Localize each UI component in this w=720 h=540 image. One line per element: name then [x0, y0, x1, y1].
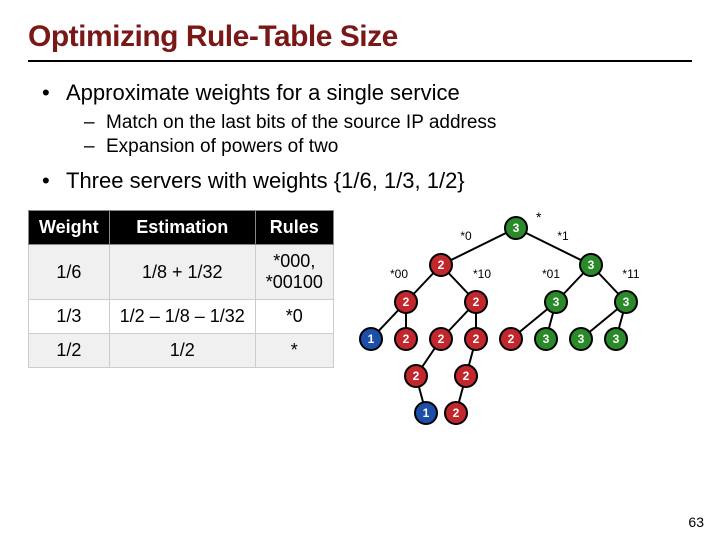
cell: 1/6	[29, 245, 110, 300]
svg-text:2: 2	[508, 332, 515, 346]
table-row: 1/6 1/8 + 1/32 *000, *00100	[29, 245, 334, 300]
bullet-2: Three servers with weights {1/6, 1/3, 1/…	[40, 168, 692, 194]
svg-text:*11: *11	[622, 267, 639, 281]
cell: 1/8 + 1/32	[109, 245, 255, 300]
sub-1b: Expansion of powers of two	[84, 136, 692, 158]
page-number: 63	[688, 514, 704, 530]
svg-text:2: 2	[438, 258, 445, 272]
th-weight: Weight	[29, 211, 110, 245]
svg-text:2: 2	[438, 332, 445, 346]
tree-svg: *0 *1 *00 *10 *01 *11 * 3 2 3 2 2 3 3 1 2 2 2 2 3 3 3 2 2 1 2	[346, 210, 646, 430]
svg-text:1: 1	[423, 406, 430, 420]
sub-1a: Match on the last bits of the source IP …	[84, 112, 692, 134]
table-body: 1/6 1/8 + 1/32 *000, *00100 1/3 1/2 – 1/…	[29, 245, 334, 368]
svg-text:2: 2	[473, 332, 480, 346]
svg-text:3: 3	[613, 332, 620, 346]
svg-text:3: 3	[513, 221, 520, 235]
bullet-list: Approximate weights for a single service…	[28, 80, 692, 194]
cell: 1/2 – 1/8 – 1/32	[109, 300, 255, 334]
tree-diagram: *0 *1 *00 *10 *01 *11 * 3 2 3 2 2 3 3 1 2 2 2 2 3 3 3 2 2 1 2	[346, 210, 692, 430]
svg-text:2: 2	[463, 369, 470, 383]
svg-text:3: 3	[578, 332, 585, 346]
svg-text:3: 3	[553, 295, 560, 309]
th-estimation: Estimation	[109, 211, 255, 245]
svg-text:*1: *1	[557, 229, 569, 243]
cell: *000, *00100	[255, 245, 333, 300]
svg-text:2: 2	[403, 332, 410, 346]
table-row: 1/2 1/2 *	[29, 334, 334, 368]
cell: 1/2	[109, 334, 255, 368]
cell: 1/2	[29, 334, 110, 368]
svg-text:3: 3	[623, 295, 630, 309]
cell: *0	[255, 300, 333, 334]
weights-table: Weight Estimation Rules 1/6 1/8 + 1/32 *…	[28, 210, 334, 368]
bullet-1-text: Approximate weights for a single service	[66, 80, 460, 105]
svg-text:*00: *00	[390, 267, 408, 281]
cell: *	[255, 334, 333, 368]
th-rules: Rules	[255, 211, 333, 245]
sub-list-1: Match on the last bits of the source IP …	[66, 112, 692, 158]
svg-text:2: 2	[453, 406, 460, 420]
cell: 1/3	[29, 300, 110, 334]
svg-text:2: 2	[473, 295, 480, 309]
bullet-1: Approximate weights for a single service…	[40, 80, 692, 158]
svg-text:*01: *01	[542, 267, 560, 281]
svg-text:*10: *10	[473, 267, 491, 281]
svg-text:*: *	[536, 210, 542, 225]
table-row: 1/3 1/2 – 1/8 – 1/32 *0	[29, 300, 334, 334]
svg-text:2: 2	[413, 369, 420, 383]
title-rule	[28, 60, 692, 62]
svg-text:1: 1	[368, 332, 375, 346]
slide-title: Optimizing Rule-Table Size	[28, 20, 692, 54]
svg-text:2: 2	[403, 295, 410, 309]
svg-text:*0: *0	[460, 229, 472, 243]
svg-text:3: 3	[543, 332, 550, 346]
svg-text:3: 3	[588, 258, 595, 272]
